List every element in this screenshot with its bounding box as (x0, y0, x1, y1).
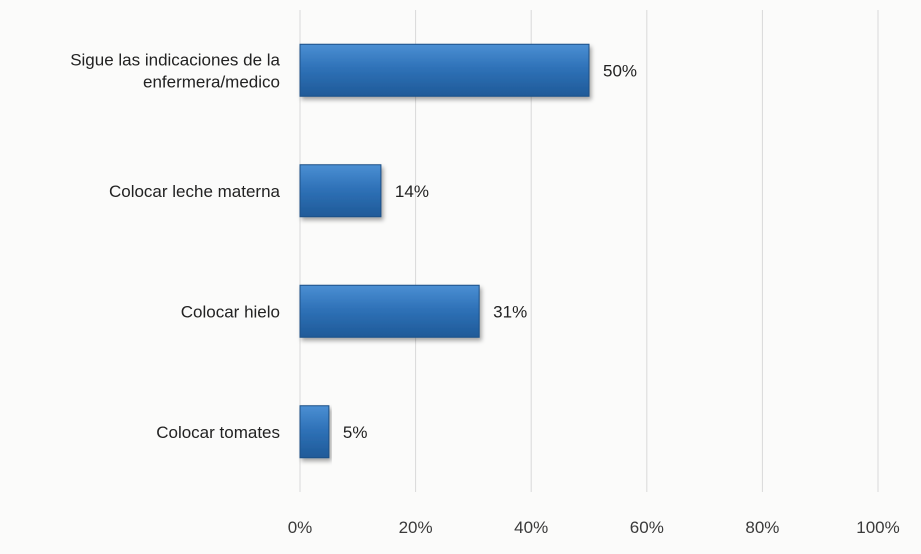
bar (299, 164, 382, 218)
x-tick-label: 60% (630, 518, 664, 537)
bar (299, 43, 590, 97)
data-label: 31% (493, 302, 527, 321)
bar (299, 405, 330, 459)
x-tick-label: 20% (399, 518, 433, 537)
bars (299, 43, 590, 459)
data-label: 50% (603, 61, 637, 80)
x-tick-label: 100% (856, 518, 899, 537)
category-labels: Sigue las indicaciones de la enfermera/me… (70, 50, 280, 442)
x-tick-label: 0% (288, 518, 313, 537)
category-label: Sigue las indicaciones de la enfermera/me… (70, 50, 280, 91)
category-label: Colocar hielo (181, 302, 280, 321)
data-labels: 50% 14% 31% 5% (343, 61, 637, 442)
x-tick-label: 40% (514, 518, 548, 537)
x-axis-tick-labels: 0% 20% 40% 60% 80% 100% (288, 518, 900, 537)
x-tick-label: 80% (745, 518, 779, 537)
category-label: Colocar tomates (156, 423, 280, 442)
data-label: 14% (395, 182, 429, 201)
category-label: Colocar leche materna (109, 182, 281, 201)
data-label: 5% (343, 423, 368, 442)
bar (299, 284, 480, 338)
